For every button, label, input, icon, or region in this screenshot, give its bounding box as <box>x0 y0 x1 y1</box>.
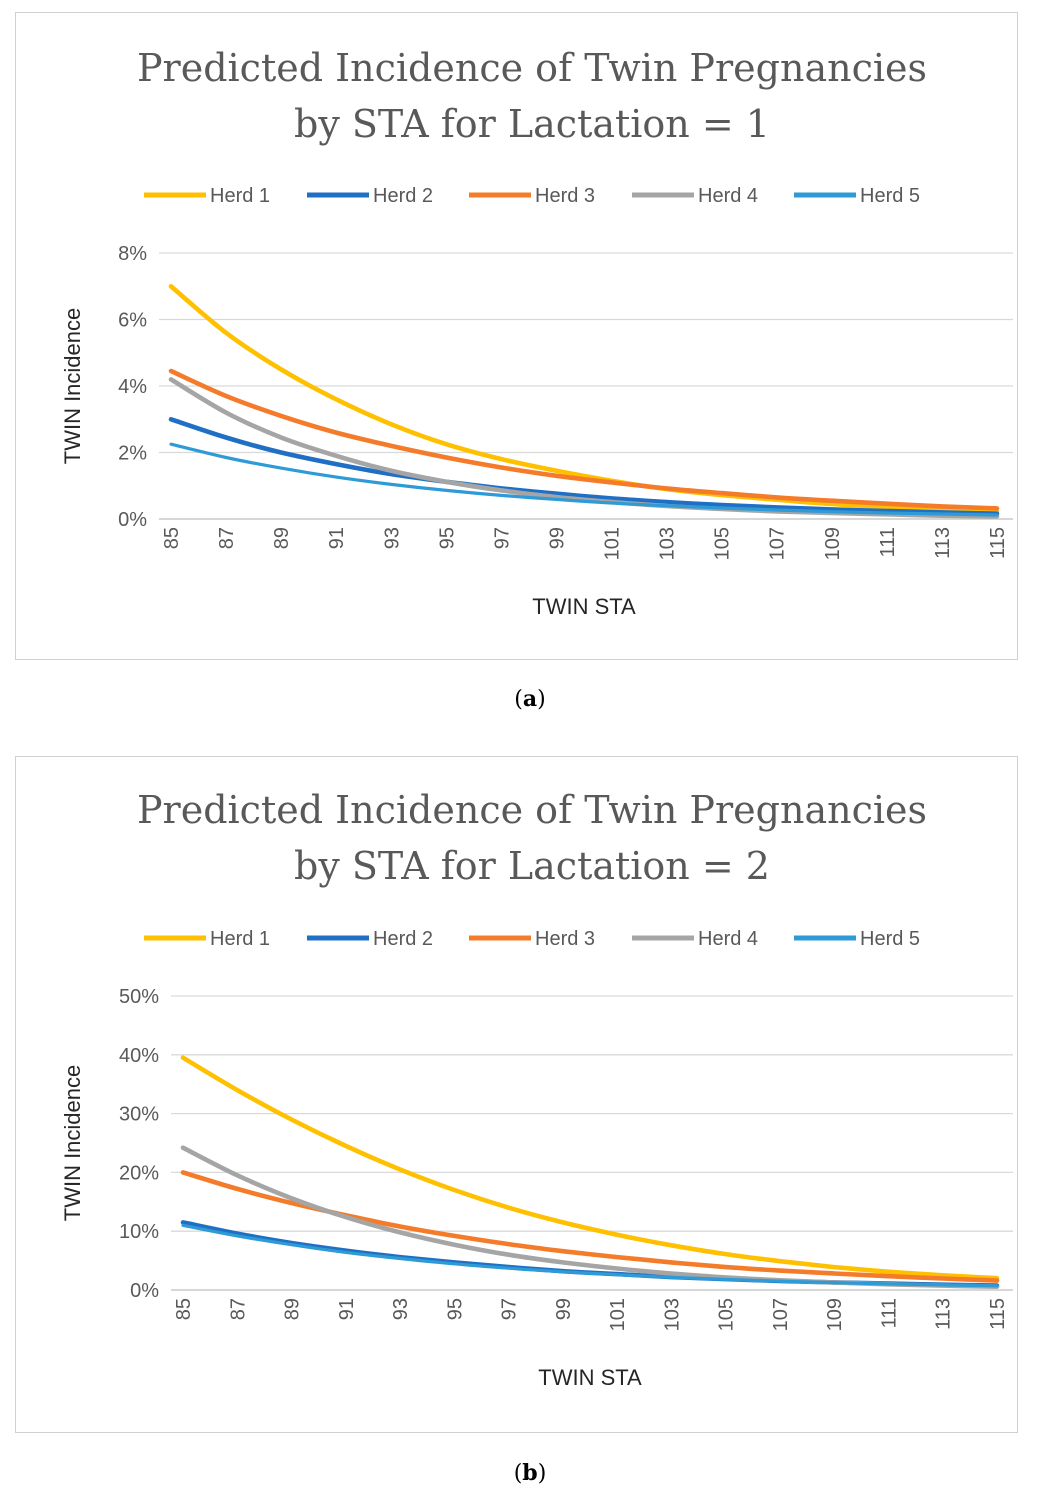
x-tick-label-b: 105 <box>716 1298 738 1331</box>
x-tick-label-b: 107 <box>770 1298 792 1331</box>
series-line-b-herd-4 <box>180 1145 1000 1289</box>
chart-a-svg: Predicted Incidence of Twin Pregnancies b… <box>60 46 1013 619</box>
x-tick-label-a: 103 <box>657 527 679 560</box>
x-tick-label-a: 85 <box>161 527 183 549</box>
x-tick-label-a: 97 <box>491 527 513 549</box>
x-tick-label-a: 99 <box>546 527 568 549</box>
series-line-a-herd-2 <box>168 417 1000 516</box>
x-tick-label-b: 113 <box>933 1298 955 1330</box>
x-tick-label-b: 99 <box>553 1298 575 1320</box>
series-line-a-herd-5 <box>169 442 999 517</box>
legend-label: Herd 5 <box>860 928 920 950</box>
legend-item-b-4: Herd 4 <box>632 928 758 950</box>
legend-label: Herd 3 <box>535 928 595 950</box>
legend-label: Herd 2 <box>373 928 433 950</box>
x-tick-label-b: 91 <box>336 1298 358 1320</box>
legend-label: Herd 1 <box>210 928 270 950</box>
legend-item-a-4: Herd 4 <box>632 185 758 207</box>
legend-label: Herd 1 <box>210 185 270 207</box>
chart-b-title-line-1: Predicted Incidence of Twin Pregnancies <box>137 788 927 832</box>
legend-label: Herd 3 <box>535 185 595 207</box>
x-tick-label-b: 93 <box>390 1298 412 1320</box>
y-tick-label-b: 30% <box>119 1104 159 1126</box>
chart-b-svg: Predicted Incidence of Twin Pregnancies b… <box>60 788 1013 1390</box>
caption-a: (a) <box>514 686 546 712</box>
series-line-a-herd-3 <box>168 368 1000 511</box>
x-tick-label-a: 89 <box>271 527 293 549</box>
x-tick-label-a: 107 <box>767 527 789 560</box>
x-tick-label-b: 109 <box>824 1298 846 1331</box>
series-line-b-herd-5 <box>181 1223 999 1288</box>
x-tick-label-a: 109 <box>822 527 844 560</box>
caption-b: (b) <box>513 1460 547 1486</box>
x-tick-label-a: 95 <box>436 527 458 549</box>
chart-a-title-line-1: Predicted Incidence of Twin Pregnancies <box>137 46 927 90</box>
x-tick-label-b: 101 <box>607 1298 629 1331</box>
legend-item-a-5: Herd 5 <box>794 185 920 207</box>
legend-label: Herd 4 <box>698 928 758 950</box>
x-tick-label-a: 91 <box>326 527 348 549</box>
y-tick-label-a: 6% <box>118 310 147 332</box>
y-tick-label-b: 10% <box>119 1221 159 1243</box>
x-tick-label-b: 111 <box>878 1298 900 1328</box>
legend-item-b-1: Herd 1 <box>144 928 270 950</box>
series-line-a-herd-1 <box>168 284 1000 514</box>
y-axis-title-b: TWIN Incidence <box>60 1065 85 1222</box>
y-tick-label-b: 0% <box>130 1280 159 1302</box>
y-tick-label-a: 8% <box>118 243 147 265</box>
x-axis-title-a: TWIN STA <box>532 594 636 619</box>
x-tick-label-b: 85 <box>173 1298 195 1320</box>
legend-item-a-1: Herd 1 <box>144 185 270 207</box>
chart-panel-a: Predicted Incidence of Twin Pregnancies b… <box>15 12 1018 660</box>
legend-item-b-5: Herd 5 <box>794 928 920 950</box>
chart-panel-b: Predicted Incidence of Twin Pregnancies b… <box>15 756 1018 1433</box>
x-tick-label-a: 101 <box>602 527 624 560</box>
x-tick-label-a: 93 <box>381 527 403 549</box>
legend-item-b-3: Herd 3 <box>469 928 595 950</box>
legend-item-b-2: Herd 2 <box>307 928 433 950</box>
legend-item-a-3: Herd 3 <box>469 185 595 207</box>
y-tick-label-a: 4% <box>118 376 147 398</box>
x-tick-label-b: 103 <box>661 1298 683 1331</box>
x-tick-label-a: 115 <box>987 527 1009 559</box>
x-axis-title-b: TWIN STA <box>538 1365 642 1390</box>
y-tick-label-a: 0% <box>118 509 147 531</box>
x-tick-label-b: 115 <box>987 1298 1009 1330</box>
x-tick-label-a: 113 <box>932 527 954 559</box>
x-tick-label-a: 87 <box>216 527 238 549</box>
y-axis-title-a: TWIN Incidence <box>60 308 85 465</box>
chart-a-title-line-2: by STA for Lactation = 1 <box>294 102 770 146</box>
x-tick-label-b: 89 <box>282 1298 304 1320</box>
series-line-b-herd-1 <box>180 1055 1000 1281</box>
y-tick-label-b: 50% <box>119 986 159 1008</box>
y-tick-label-b: 40% <box>119 1045 159 1067</box>
legend-label: Herd 4 <box>698 185 758 207</box>
legend-label: Herd 5 <box>860 185 920 207</box>
x-tick-label-b: 87 <box>227 1298 249 1320</box>
x-tick-label-a: 105 <box>712 527 734 560</box>
x-tick-label-b: 95 <box>444 1298 466 1320</box>
y-tick-label-a: 2% <box>118 443 147 465</box>
y-tick-label-b: 20% <box>119 1162 159 1184</box>
legend-label: Herd 2 <box>373 185 433 207</box>
x-tick-label-a: 111 <box>877 527 899 557</box>
chart-b-title-line-2: by STA for Lactation = 2 <box>294 844 770 888</box>
x-tick-label-b: 97 <box>499 1298 521 1320</box>
legend-item-a-2: Herd 2 <box>307 185 433 207</box>
